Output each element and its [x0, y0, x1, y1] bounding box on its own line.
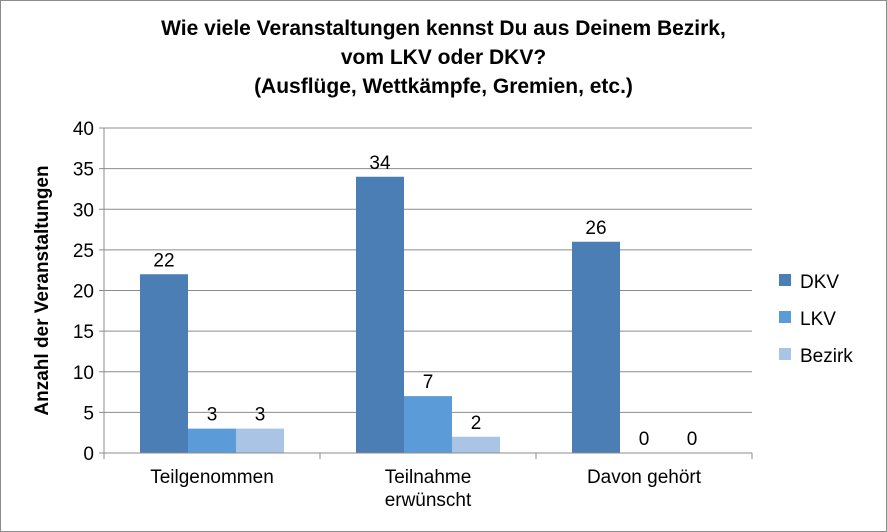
bar — [188, 428, 236, 453]
bars — [140, 176, 620, 453]
legend-swatch — [779, 274, 791, 286]
data-label: 3 — [255, 405, 266, 426]
bar — [572, 241, 620, 453]
gridlines — [104, 127, 752, 413]
y-tick-label: 5 — [83, 403, 94, 424]
legend-label: LKV — [800, 309, 836, 330]
chart-title: Wie viele Veranstaltungen kennst Du aus … — [0, 14, 887, 101]
x-tick-label: erwünscht — [385, 490, 472, 511]
data-label: 0 — [687, 429, 698, 450]
legend-label: Bezirk — [800, 346, 853, 367]
x-tick-label: Davon gehört — [587, 467, 702, 488]
legend-swatch — [779, 311, 791, 323]
x-tick-label: Teilgenommen — [150, 467, 274, 488]
data-label: 0 — [639, 429, 650, 450]
bar — [404, 396, 452, 453]
data-label: 34 — [369, 153, 391, 174]
y-tick-label: 25 — [73, 241, 94, 262]
y-tick-label: 15 — [73, 322, 94, 343]
data-label: 22 — [153, 250, 174, 271]
data-label: 3 — [207, 405, 218, 426]
y-tick-label: 40 — [73, 119, 94, 140]
data-label: 2 — [471, 413, 482, 434]
bar — [140, 274, 188, 453]
chart-title-line-3: (Ausflüge, Wettkämpfe, Gremien, etc.) — [254, 75, 633, 98]
x-tick-label: Teilnahme — [385, 467, 472, 488]
legend-swatch — [779, 348, 791, 360]
chart-title-line-2: vom LKV oder DKV? — [340, 46, 547, 69]
y-tick-label: 35 — [73, 160, 94, 181]
y-tick-label: 10 — [73, 363, 94, 384]
bar — [356, 176, 404, 453]
y-tick-label: 0 — [83, 444, 94, 465]
chart-title-line-1: Wie viele Veranstaltungen kennst Du aus … — [161, 17, 726, 40]
data-label: 7 — [423, 372, 434, 393]
y-tick-label: 20 — [73, 282, 94, 303]
bar — [452, 436, 500, 453]
data-label: 26 — [585, 218, 606, 239]
y-tick-label: 30 — [73, 200, 94, 221]
legend-label: DKV — [800, 272, 839, 293]
y-axis-title: Anzahl der Veranstaltungen — [32, 165, 53, 415]
data-labels: 22 3 3 34 7 2 26 0 0 — [153, 153, 697, 450]
bar — [236, 428, 284, 453]
legend: DKV LKV Bezirk — [779, 272, 853, 367]
